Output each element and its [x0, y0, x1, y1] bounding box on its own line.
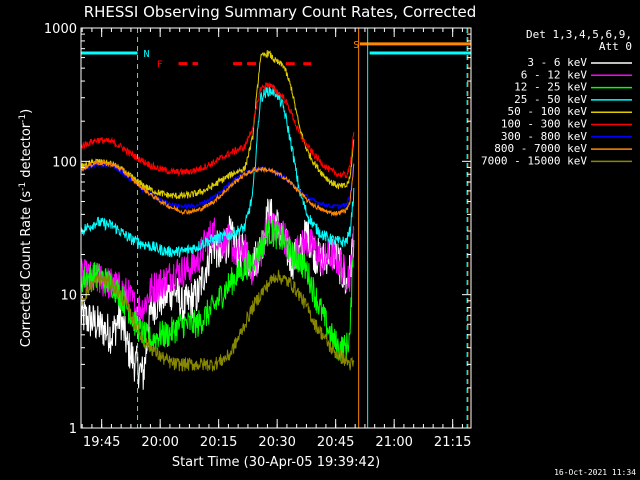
x-tick-label: 21:00 [375, 435, 412, 450]
legend-label: 12 - 25 keV [514, 81, 587, 94]
y-axis-label: Corrected Count Rate (s-1 detector-1) [18, 109, 34, 347]
y-tick-label: 10 [60, 289, 77, 304]
legend-label: 6 - 12 keV [521, 68, 588, 81]
series-line [81, 82, 355, 179]
legend-label: 7000 - 15000 keV [481, 154, 587, 167]
vline-layer [137, 28, 469, 428]
legend-label: 300 - 800 keV [501, 130, 587, 143]
x-axis-label: Start Time (30-Apr-05 19:39:42) [172, 455, 380, 470]
series-line [81, 50, 355, 200]
series-line [81, 269, 355, 372]
series-line [81, 159, 355, 217]
x-tick-label: 20:00 [141, 435, 178, 450]
footer-date: 16-Oct-2021 11:34 [554, 468, 636, 477]
chart-title: RHESSI Observing Summary Count Rates, Co… [84, 3, 477, 21]
y-tick-label: 1000 [44, 22, 77, 37]
flag-label-S: S [353, 40, 359, 51]
x-tick-label: 21:15 [434, 435, 471, 450]
x-tick-label: 20:30 [258, 435, 295, 450]
legend-header-1: Det 1,3,4,5,6,9, [526, 28, 632, 41]
series-line [81, 85, 355, 258]
y-tick-label: 1 [69, 422, 77, 437]
series-layer [81, 50, 355, 390]
flag-label-F: F [157, 60, 163, 71]
x-tick-label: 19:45 [83, 435, 120, 450]
x-axis: 19:45 20:00 20:15 20:30 20:45 21:00 21:15 [81, 28, 471, 450]
legend-header-2: Att 0 [599, 40, 632, 53]
legend-label: 25 - 50 keV [514, 93, 587, 106]
legend-label: 50 - 100 keV [508, 105, 588, 118]
y-tick-label: 100 [52, 155, 77, 170]
y-axis: 1 10 100 1000 [44, 22, 471, 437]
legend-label: 100 - 300 keV [501, 118, 587, 131]
plot-frame [80, 27, 472, 429]
flag-layer: NF S [81, 40, 471, 71]
x-tick-label: 20:45 [317, 435, 354, 450]
legend-label: 800 - 7000 keV [494, 142, 587, 155]
x-tick-label: 20:15 [200, 435, 237, 450]
legend-label: 3 - 6 keV [527, 56, 587, 69]
flag-label-N: N [144, 49, 150, 60]
